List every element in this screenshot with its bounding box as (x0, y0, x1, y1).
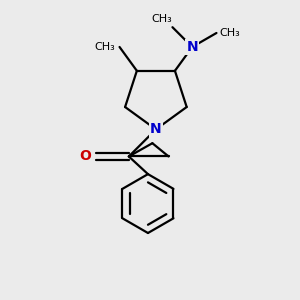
Text: N: N (186, 40, 198, 54)
Text: O: O (79, 149, 91, 164)
Text: CH₃: CH₃ (94, 42, 115, 52)
Text: N: N (150, 122, 162, 136)
Text: CH₃: CH₃ (152, 14, 172, 24)
Text: CH₃: CH₃ (219, 28, 240, 38)
